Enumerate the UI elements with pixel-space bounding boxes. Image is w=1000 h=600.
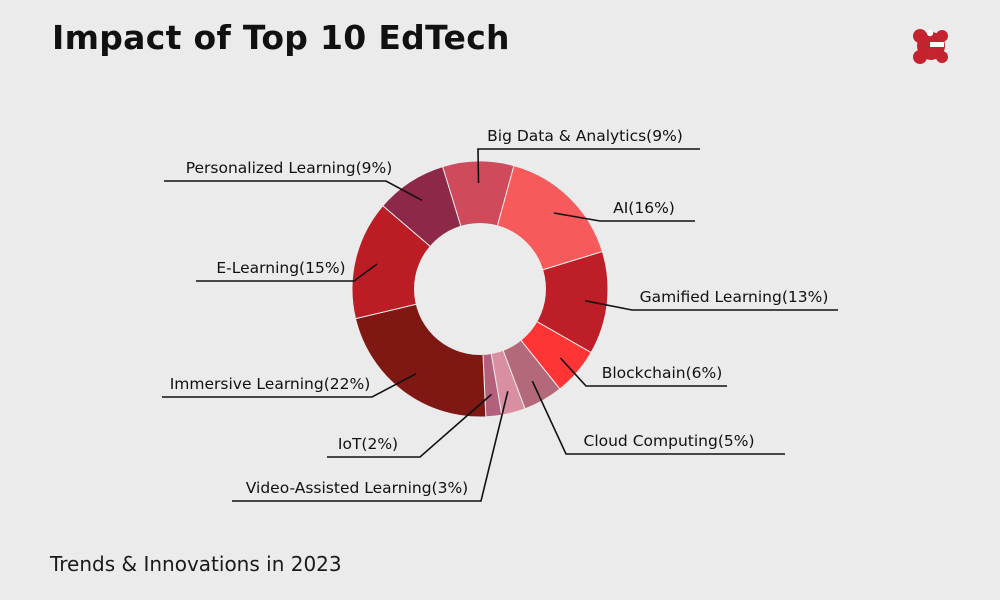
slice-label: Gamified Learning(13%): [640, 288, 829, 306]
leader-line: [553, 212, 695, 222]
footer-subtitle: Trends & Innovations in 2023: [50, 552, 342, 576]
slice-label: IoT(2%): [338, 435, 398, 453]
slice-label: Blockchain(6%): [602, 364, 723, 382]
slice-label: AI(16%): [613, 199, 675, 217]
leader-line: [477, 148, 700, 184]
leader-line: [232, 391, 509, 502]
slice-label: Video-Assisted Learning(3%): [246, 479, 468, 497]
leader-line: [164, 180, 423, 202]
slice-label: Big Data & Analytics(9%): [487, 127, 683, 145]
slice-label: Personalized Learning(9%): [186, 159, 393, 177]
leader-line: [531, 380, 785, 455]
slice-label: Cloud Computing(5%): [584, 432, 755, 450]
donut-hole: [414, 223, 546, 355]
slice-label: E-Learning(15%): [216, 259, 345, 277]
leader-line: [559, 357, 727, 387]
chart-title: Impact of Top 10 EdTech: [52, 18, 510, 57]
leader-line: [585, 300, 838, 311]
leader-line: [196, 263, 378, 282]
leader-line: [162, 372, 417, 398]
leader-line: [327, 393, 492, 458]
leader-lines: [162, 148, 838, 502]
brand-logo-icon: [908, 24, 954, 70]
slice-labels: Big Data & Analytics(9%) AI(16%) Gamified …: [170, 127, 829, 497]
slice-label: Immersive Learning(22%): [170, 375, 371, 393]
